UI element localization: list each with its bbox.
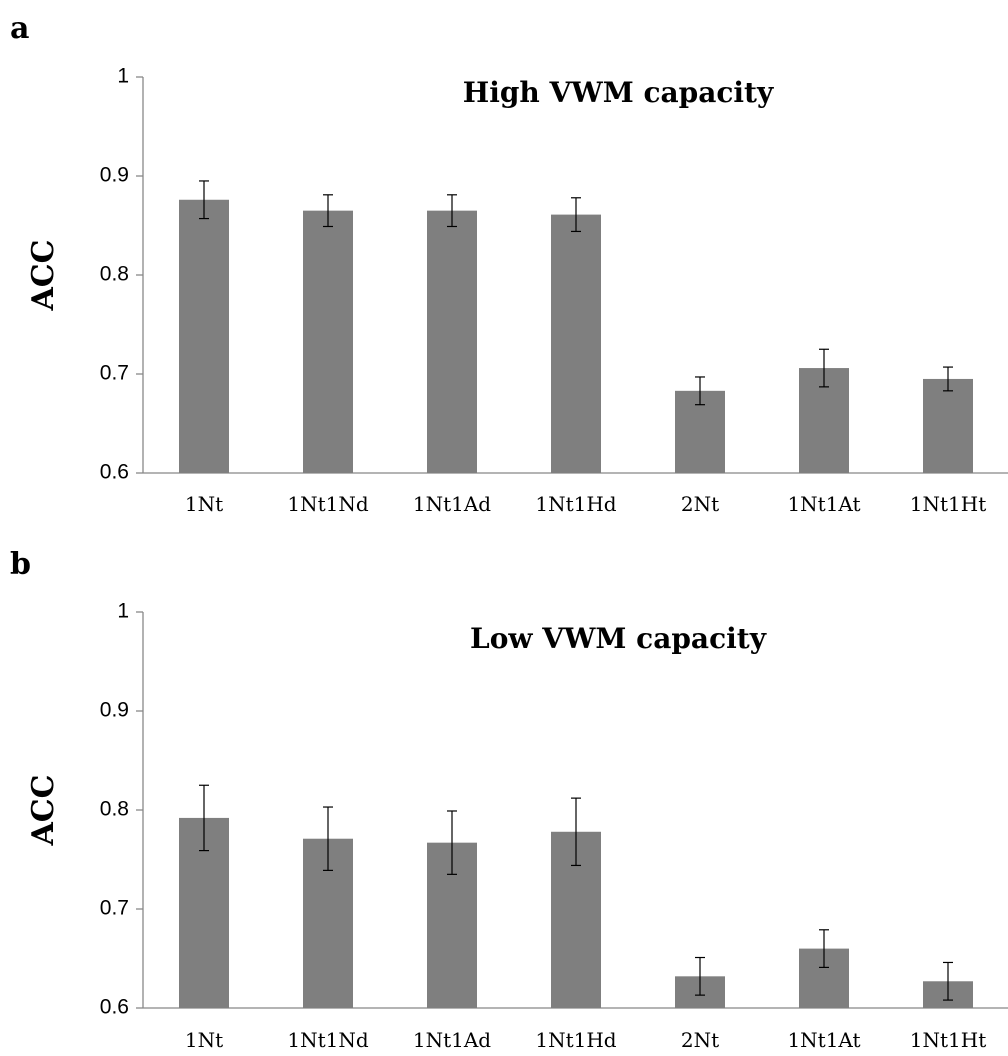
bar (551, 214, 601, 474)
y-tick-label: 0.7 (100, 897, 129, 920)
x-tick-label: 1Nt1Nd (287, 492, 368, 516)
panel-label: b (10, 547, 31, 582)
x-tick-label: 1Nt1Ad (413, 492, 491, 516)
y-axis-label: ACC (26, 774, 61, 846)
error-bar (571, 197, 581, 233)
y-tick-label: 1 (117, 65, 129, 88)
y-tick-label: 0.8 (100, 798, 129, 821)
error-bar (199, 180, 209, 220)
bar (923, 378, 973, 473)
x-tick-label: 2Nt (681, 1028, 719, 1052)
error-bar (695, 376, 705, 406)
bar (427, 210, 477, 473)
x-tick-label: 1Nt1At (787, 1028, 860, 1052)
x-tick-label: 1Nt (185, 492, 223, 516)
error-bar (695, 956, 705, 996)
x-tick-label: 1Nt1Nd (287, 1028, 368, 1052)
error-bar (323, 194, 333, 228)
error-bar (819, 929, 829, 969)
error-bar (943, 366, 953, 392)
y-tick-label: 0.9 (100, 164, 129, 187)
chart-panel-b: b Low VWM capacity ACC 0.6 0.7 0.8 0.9 1 1Nt 1Nt1… (10, 547, 1008, 1052)
y-axis-label: ACC (26, 239, 61, 311)
y-tick-label: 0.6 (100, 996, 129, 1019)
bar (179, 199, 229, 473)
bar (303, 210, 353, 473)
error-bar (447, 810, 457, 875)
y-tick-label: 1 (117, 600, 129, 623)
x-tick-label: 1Nt1Ht (910, 492, 986, 516)
chart-title: Low VWM capacity (470, 622, 767, 655)
y-tick-label: 0.8 (100, 263, 129, 286)
panel-label: a (10, 11, 29, 46)
x-tick-label: 1Nt1Ht (910, 1028, 986, 1052)
x-tick-label: 2Nt (681, 492, 719, 516)
error-bar (943, 961, 953, 1001)
x-tick-label: 1Nt1Hd (535, 492, 616, 516)
chart-title: High VWM capacity (463, 76, 774, 109)
error-bar (571, 797, 581, 867)
x-tick-label: 1Nt1At (787, 492, 860, 516)
y-tick-label: 0.6 (100, 461, 129, 484)
error-bar (447, 194, 457, 228)
error-bar (323, 806, 333, 871)
x-tick-label: 1Nt (185, 1028, 223, 1052)
y-tick-label: 0.9 (100, 699, 129, 722)
error-bar (819, 348, 829, 388)
y-tick-label: 0.7 (100, 362, 129, 385)
error-bar (199, 784, 209, 852)
chart-panel-a: a High VWM capacity ACC 0.6 0.7 0.8 0.9 1 1Nt 1Nt… (10, 11, 1008, 516)
x-tick-label: 1Nt1Hd (535, 1028, 616, 1052)
x-tick-label: 1Nt1Ad (413, 1028, 491, 1052)
